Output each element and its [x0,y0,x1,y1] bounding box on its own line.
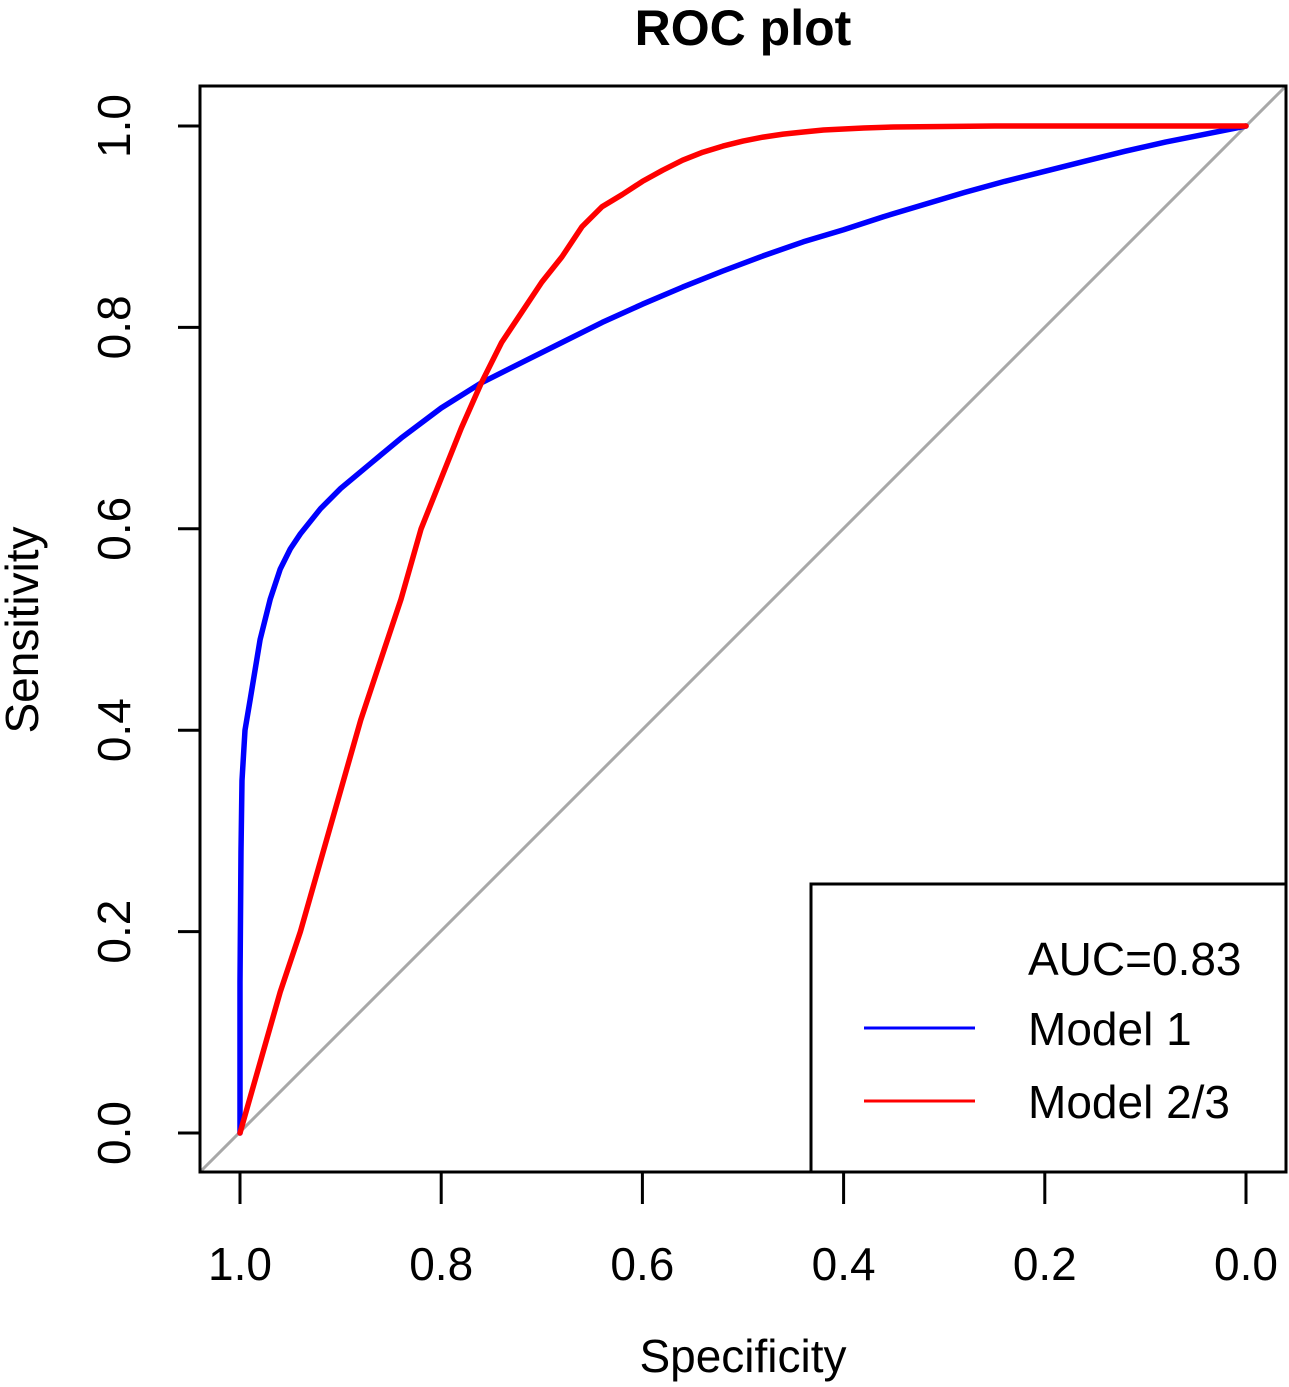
y-tick-label: 1.0 [88,94,140,158]
series-line-model-1 [237,123,1249,1136]
legend-header: AUC=0.83 [1028,933,1242,985]
x-tick-label: 0.4 [812,1238,876,1290]
plot-area: 1.0 0.8 0.6 0.4 0.2 0.0 0.0 0.2 0.4 0.6 0.8 1.0 AUC=… [88,84,1288,1290]
y-tick-label: 0.6 [88,497,140,561]
x-tick-label: 0.6 [610,1238,674,1290]
x-tick-label: 1.0 [208,1238,272,1290]
x-tick-label: 0.0 [1214,1238,1278,1290]
y-tick-label: 0.8 [88,295,140,359]
y-tick-label: 0.0 [88,1101,140,1165]
x-tick-label: 0.8 [409,1238,473,1290]
x-axis-label: Specificity [639,1330,846,1382]
series-line-model-2-3 [237,123,1249,1136]
plot-frame [198,84,1288,1174]
y-tick-label: 0.2 [88,900,140,964]
y-tick-label: 0.4 [88,698,140,762]
legend-label-model-2-3: Model 2/3 [1028,1076,1230,1128]
chart-title: ROC plot [635,0,852,56]
y-axis-label: Sensitivity [0,526,48,733]
reference-diagonal-line [198,84,1288,1174]
legend-label-model-1: Model 1 [1028,1003,1192,1055]
x-tick-label: 0.2 [1013,1238,1077,1290]
